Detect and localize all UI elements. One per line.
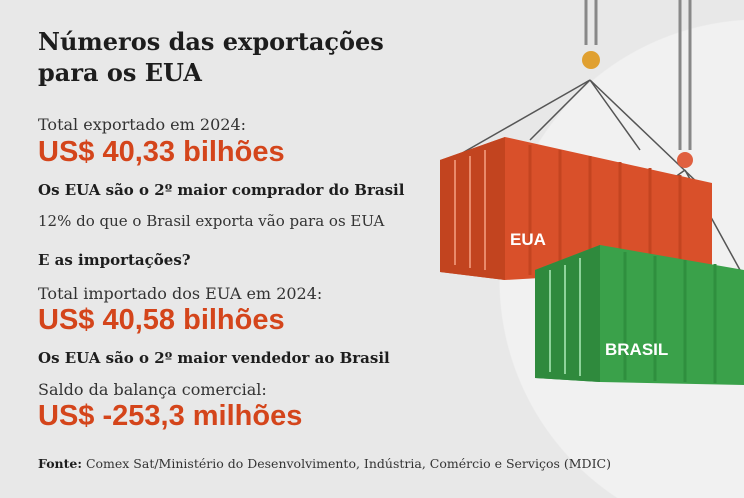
imports-value: US$ 40,58 bilhões bbox=[38, 304, 285, 336]
title-line-1: Números das exportações bbox=[38, 27, 384, 56]
balance-label: Saldo da balança comercial: bbox=[38, 380, 267, 399]
page-title: Números das exportações para os EUA bbox=[38, 26, 384, 88]
exports-share: 12% do que o Brasil exporta vão para os … bbox=[38, 212, 385, 230]
source-prefix: Fonte: bbox=[38, 456, 82, 471]
source-text: Comex Sat/Ministério do Desenvolvimento,… bbox=[81, 456, 611, 471]
exports-value: US$ 40,33 bilhões bbox=[38, 136, 285, 168]
balance-value: US$ -253,3 milhões bbox=[38, 400, 303, 432]
green-container: BRASIL bbox=[535, 245, 744, 385]
hook-icon bbox=[582, 51, 693, 168]
exports-label: Total exportado em 2024: bbox=[38, 115, 247, 134]
eua-container-label: EUA bbox=[510, 230, 546, 249]
imports-label: Total importado dos EUA em 2024: bbox=[38, 284, 323, 303]
exports-rank: Os EUA são o 2º maior comprador do Brasi… bbox=[38, 181, 405, 199]
crane-cables bbox=[584, 0, 692, 150]
title-line-2: para os EUA bbox=[38, 58, 202, 87]
imports-heading: E as importações? bbox=[38, 251, 191, 269]
brasil-container-label: BRASIL bbox=[605, 340, 668, 359]
source-note: Fonte: Comex Sat/Ministério do Desenvolv… bbox=[38, 456, 611, 471]
imports-rank: Os EUA são o 2º maior vendedor ao Brasil bbox=[38, 349, 390, 367]
